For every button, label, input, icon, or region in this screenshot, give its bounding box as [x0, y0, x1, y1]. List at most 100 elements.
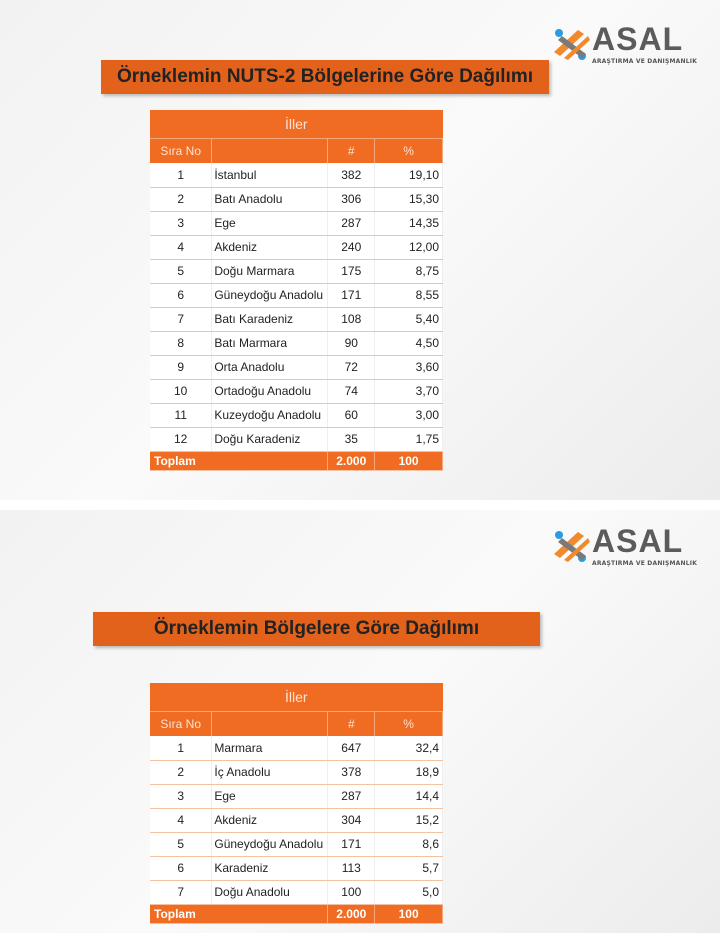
percent: 8,55 — [374, 283, 443, 308]
logo-word: ASAL — [592, 523, 684, 559]
count: 60 — [327, 403, 376, 428]
region-name: Orta Anadolu — [211, 355, 329, 380]
region-name: Marmara — [211, 736, 329, 761]
asal-logo: ASAL ARAŞTIRMA VE DANIŞMANLIK — [552, 524, 697, 568]
row-index: 5 — [150, 832, 213, 857]
slide-regions: ASAL ARAŞTIRMA VE DANIŞMANLIK Örneklemin … — [0, 510, 720, 933]
region-name: Akdeniz — [211, 808, 329, 833]
count: 382 — [327, 163, 376, 188]
percent: 32,4 — [374, 736, 443, 761]
table-row: 10 Ortadoğu Anadolu 74 3,70 — [150, 379, 443, 404]
total-row: Toplam 2.000 100 — [150, 451, 443, 471]
region-name: Kuzeydoğu Anadolu — [211, 403, 329, 428]
logo-mark-icon — [554, 29, 590, 60]
row-index: 5 — [150, 259, 213, 284]
total-row: Toplam 2.000 100 — [150, 904, 443, 924]
col-header-count: # — [327, 138, 376, 163]
col-header-sira: Sıra No — [150, 138, 213, 163]
count: 175 — [327, 259, 376, 284]
region-name: Batı Anadolu — [211, 187, 329, 212]
table-row: 5 Doğu Marmara 175 8,75 — [150, 259, 443, 284]
percent: 8,75 — [374, 259, 443, 284]
count: 306 — [327, 187, 376, 212]
region-name: Ege — [211, 784, 329, 809]
table-row: 6 Karadeniz 113 5,7 — [150, 856, 443, 881]
row-index: 3 — [150, 211, 213, 236]
table-row: 3 Ege 287 14,35 — [150, 211, 443, 236]
region-name: Güneydoğu Anadolu — [211, 283, 329, 308]
total-label: Toplam — [150, 904, 329, 924]
total-percent: 100 — [374, 451, 443, 471]
percent: 15,2 — [374, 808, 443, 833]
percent: 1,75 — [374, 427, 443, 452]
group-header: İller — [150, 683, 443, 712]
table-row: 2 Batı Anadolu 306 15,30 — [150, 187, 443, 212]
percent: 18,9 — [374, 760, 443, 785]
total-percent: 100 — [374, 904, 443, 924]
percent: 3,00 — [374, 403, 443, 428]
row-index: 4 — [150, 235, 213, 260]
data-table: İller Sıra No #% 1 Marmara 647 32,4 2 İç Anado… — [150, 683, 443, 924]
region-name: Doğu Anadolu — [211, 880, 329, 905]
asal-logo: ASAL ARAŞTIRMA VE DANIŞMANLIK — [552, 22, 697, 66]
table-row: 5 Güneydoğu Anadolu 171 8,6 — [150, 832, 443, 857]
table-row: 4 Akdeniz 240 12,00 — [150, 235, 443, 260]
table-row: 8 Batı Marmara 90 4,50 — [150, 331, 443, 356]
row-index: 2 — [150, 760, 213, 785]
region-name: Güneydoğu Anadolu — [211, 832, 329, 857]
row-index: 7 — [150, 880, 213, 905]
row-index: 8 — [150, 331, 213, 356]
percent: 5,7 — [374, 856, 443, 881]
row-index: 6 — [150, 856, 213, 881]
table-row: 3 Ege 287 14,4 — [150, 784, 443, 809]
count: 171 — [327, 283, 376, 308]
count: 287 — [327, 211, 376, 236]
col-header-percent: % — [374, 711, 443, 736]
slide-title: Örneklemin NUTS-2 Bölgelerine Göre Dağıl… — [101, 60, 549, 94]
total-count: 2.000 — [327, 904, 376, 924]
count: 90 — [327, 331, 376, 356]
table-row: 12 Doğu Karadeniz 35 1,75 — [150, 427, 443, 452]
percent: 5,0 — [374, 880, 443, 905]
region-name: Batı Karadeniz — [211, 307, 329, 332]
row-index: 9 — [150, 355, 213, 380]
percent: 15,30 — [374, 187, 443, 212]
row-index: 7 — [150, 307, 213, 332]
percent: 3,60 — [374, 355, 443, 380]
total-label: Toplam — [150, 451, 329, 471]
percent: 5,40 — [374, 307, 443, 332]
row-index: 11 — [150, 403, 213, 428]
row-index: 12 — [150, 427, 213, 452]
count: 74 — [327, 379, 376, 404]
region-name: Karadeniz — [211, 856, 329, 881]
count: 171 — [327, 832, 376, 857]
row-index: 1 — [150, 163, 213, 188]
region-name: Akdeniz — [211, 235, 329, 260]
col-header-count: # — [327, 711, 376, 736]
table-row: 2 İç Anadolu 378 18,9 — [150, 760, 443, 785]
count: 72 — [327, 355, 376, 380]
row-index: 10 — [150, 379, 213, 404]
count: 113 — [327, 856, 376, 881]
region-name: Doğu Karadeniz — [211, 427, 329, 452]
count: 35 — [327, 427, 376, 452]
count: 100 — [327, 880, 376, 905]
logo-mark-icon — [554, 531, 590, 562]
percent: 3,70 — [374, 379, 443, 404]
row-index: 1 — [150, 736, 213, 761]
group-header: İller — [150, 110, 443, 139]
count: 647 — [327, 736, 376, 761]
region-name: Ege — [211, 211, 329, 236]
region-name: Ortadoğu Anadolu — [211, 379, 329, 404]
logo-subtitle: ARAŞTIRMA VE DANIŞMANLIK — [592, 58, 698, 65]
percent: 14,35 — [374, 211, 443, 236]
data-table: İller Sıra No #% 1 İstanbul 382 19,10 2 Batı A… — [150, 110, 443, 471]
count: 108 — [327, 307, 376, 332]
region-name: Doğu Marmara — [211, 259, 329, 284]
table-row: 1 İstanbul 382 19,10 — [150, 163, 443, 188]
col-header-name — [211, 138, 329, 163]
region-name: Batı Marmara — [211, 331, 329, 356]
table-row: 7 Doğu Anadolu 100 5,0 — [150, 880, 443, 905]
percent: 8,6 — [374, 832, 443, 857]
percent: 4,50 — [374, 331, 443, 356]
